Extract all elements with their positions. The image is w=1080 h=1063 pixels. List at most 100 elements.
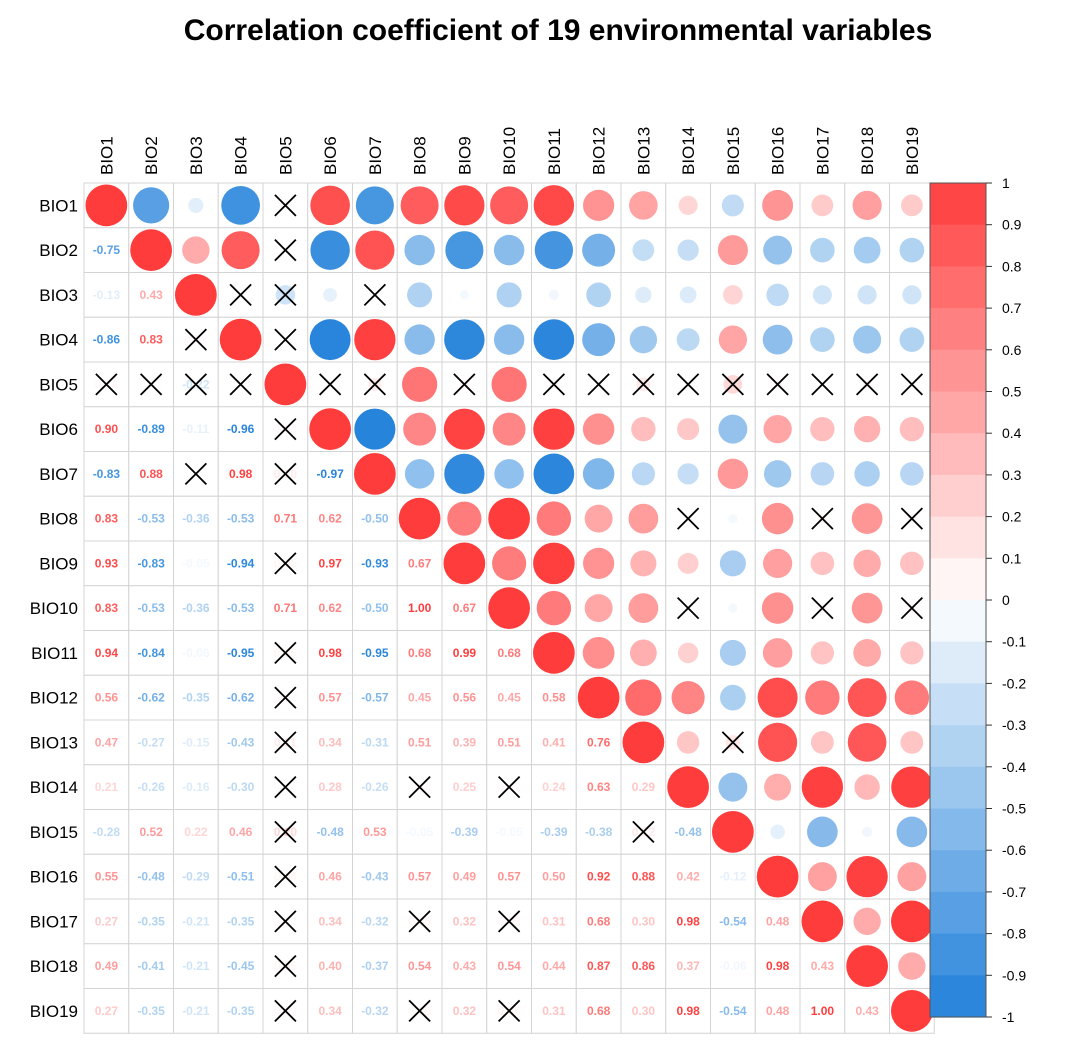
- insignificant-cross: ×: [766, 373, 789, 396]
- correlation-circle: [534, 230, 574, 270]
- correlation-value: 0.54: [408, 959, 432, 973]
- correlation-circle: [896, 816, 928, 848]
- correlation-value: -0.12: [719, 870, 747, 884]
- correlation-value: -0.84: [137, 646, 165, 660]
- matrix-cell: [128, 809, 174, 855]
- column-label: BIO5: [276, 136, 295, 175]
- correlation-circle: [488, 497, 531, 540]
- matrix-cell: [352, 540, 398, 587]
- correlation-circle: [629, 191, 658, 220]
- correlation-value: -0.51: [227, 870, 255, 884]
- matrix-cell: [441, 764, 488, 810]
- colorbar-tick-label: 1: [1002, 175, 1010, 191]
- matrix-cell: [173, 719, 219, 766]
- matrix-cell: [173, 853, 219, 900]
- correlation-circle: [720, 684, 746, 711]
- correlation-circle: [853, 639, 881, 667]
- colorbar-tick-label: -0.4: [1002, 759, 1026, 775]
- correlation-value: 0.46: [318, 870, 342, 884]
- correlation-value: -0.11: [183, 422, 210, 436]
- matrix-cell: [575, 719, 622, 766]
- correlation-value: -0.95: [361, 646, 389, 660]
- insignificant-cross: ×: [453, 373, 476, 396]
- correlation-value: -0.06: [719, 959, 747, 973]
- correlation-circle: [628, 503, 659, 534]
- correlation-value: -0.26: [137, 780, 165, 794]
- matrix-cell: [396, 585, 443, 631]
- insignificant-cross: ×: [408, 999, 431, 1023]
- correlation-value: 0.32: [453, 1004, 477, 1018]
- correlation-value: 0.51: [497, 735, 521, 749]
- correlation-circle: [533, 542, 575, 585]
- colorbar-tick-label: 0.7: [1002, 300, 1022, 316]
- correlation-circle: [721, 194, 744, 217]
- correlation-circle: [622, 721, 665, 764]
- correlation-value: -0.50: [361, 512, 389, 526]
- matrix-cell: [128, 898, 174, 945]
- correlation-value: -0.57: [361, 691, 389, 705]
- insignificant-cross: ×: [184, 462, 208, 486]
- insignificant-cross: ×: [139, 373, 163, 396]
- matrix-cell: [531, 764, 577, 810]
- row-label: BIO18: [30, 957, 78, 976]
- colorbar-tick-label: -0.7: [1002, 884, 1026, 900]
- correlation-circle: [899, 416, 925, 442]
- correlation-circle: [310, 185, 350, 226]
- matrix-cell: [307, 674, 353, 721]
- matrix-cell: [441, 898, 488, 945]
- correlation-circle: [810, 237, 835, 263]
- row-label: BIO8: [39, 510, 78, 529]
- insignificant-cross: ×: [811, 596, 834, 620]
- row-label: BIO1: [39, 196, 78, 215]
- matrix-cell: [128, 316, 174, 363]
- correlation-value: -0.05: [495, 825, 523, 839]
- correlation-value: 0.98: [676, 914, 700, 928]
- correlation-value: 0.27: [95, 1004, 119, 1018]
- correlation-value: 0.45: [408, 691, 432, 705]
- insignificant-cross: ×: [676, 373, 700, 396]
- matrix-cell: [665, 451, 711, 497]
- correlation-value: 0.98: [229, 467, 253, 481]
- correlation-value: 0.24: [542, 780, 566, 794]
- matrix-cell: [173, 898, 219, 945]
- matrix-cell: [531, 719, 577, 766]
- matrix-cell: [396, 540, 443, 587]
- correlation-circle: [728, 603, 738, 613]
- correlation-value: -0.35: [227, 914, 255, 928]
- correlation-value: -0.97: [316, 467, 344, 481]
- correlation-value: -0.31: [361, 735, 389, 749]
- correlation-circle: [577, 676, 620, 719]
- correlation-circle: [853, 549, 881, 578]
- colorbar-segment: [930, 933, 986, 976]
- correlation-circle: [404, 324, 435, 355]
- correlation-circle: [536, 501, 572, 536]
- matrix-cell: [799, 988, 846, 1034]
- correlation-circle: [582, 636, 615, 669]
- matrix-cell: [217, 809, 264, 855]
- insignificant-cross: ×: [363, 373, 387, 396]
- matrix-cell: [620, 898, 667, 945]
- correlation-circle: [801, 766, 844, 808]
- correlation-value: 0.34: [318, 1004, 342, 1018]
- matrix-cell: [486, 719, 532, 766]
- correlation-circle: [628, 593, 659, 624]
- matrix-cell: [217, 585, 264, 631]
- matrix-cell: [620, 272, 667, 318]
- correlation-circle: [445, 231, 484, 270]
- matrix-cell: [486, 630, 532, 676]
- correlation-circle: [404, 459, 435, 489]
- insignificant-cross: ×: [274, 999, 297, 1023]
- correlation-circle: [355, 186, 394, 225]
- correlation-circle: [444, 453, 485, 495]
- row-label: BIO17: [30, 912, 78, 931]
- insignificant-cross: ×: [274, 283, 297, 307]
- insignificant-cross: ×: [721, 373, 745, 396]
- correlation-circle: [810, 730, 834, 754]
- column-label: BIO6: [321, 136, 340, 175]
- colorbar-segment: [930, 600, 986, 643]
- correlation-value: -0.43: [361, 870, 389, 884]
- correlation-value: 0.83: [95, 512, 119, 526]
- matrix-cell: [173, 406, 219, 452]
- correlation-circle: [756, 855, 799, 898]
